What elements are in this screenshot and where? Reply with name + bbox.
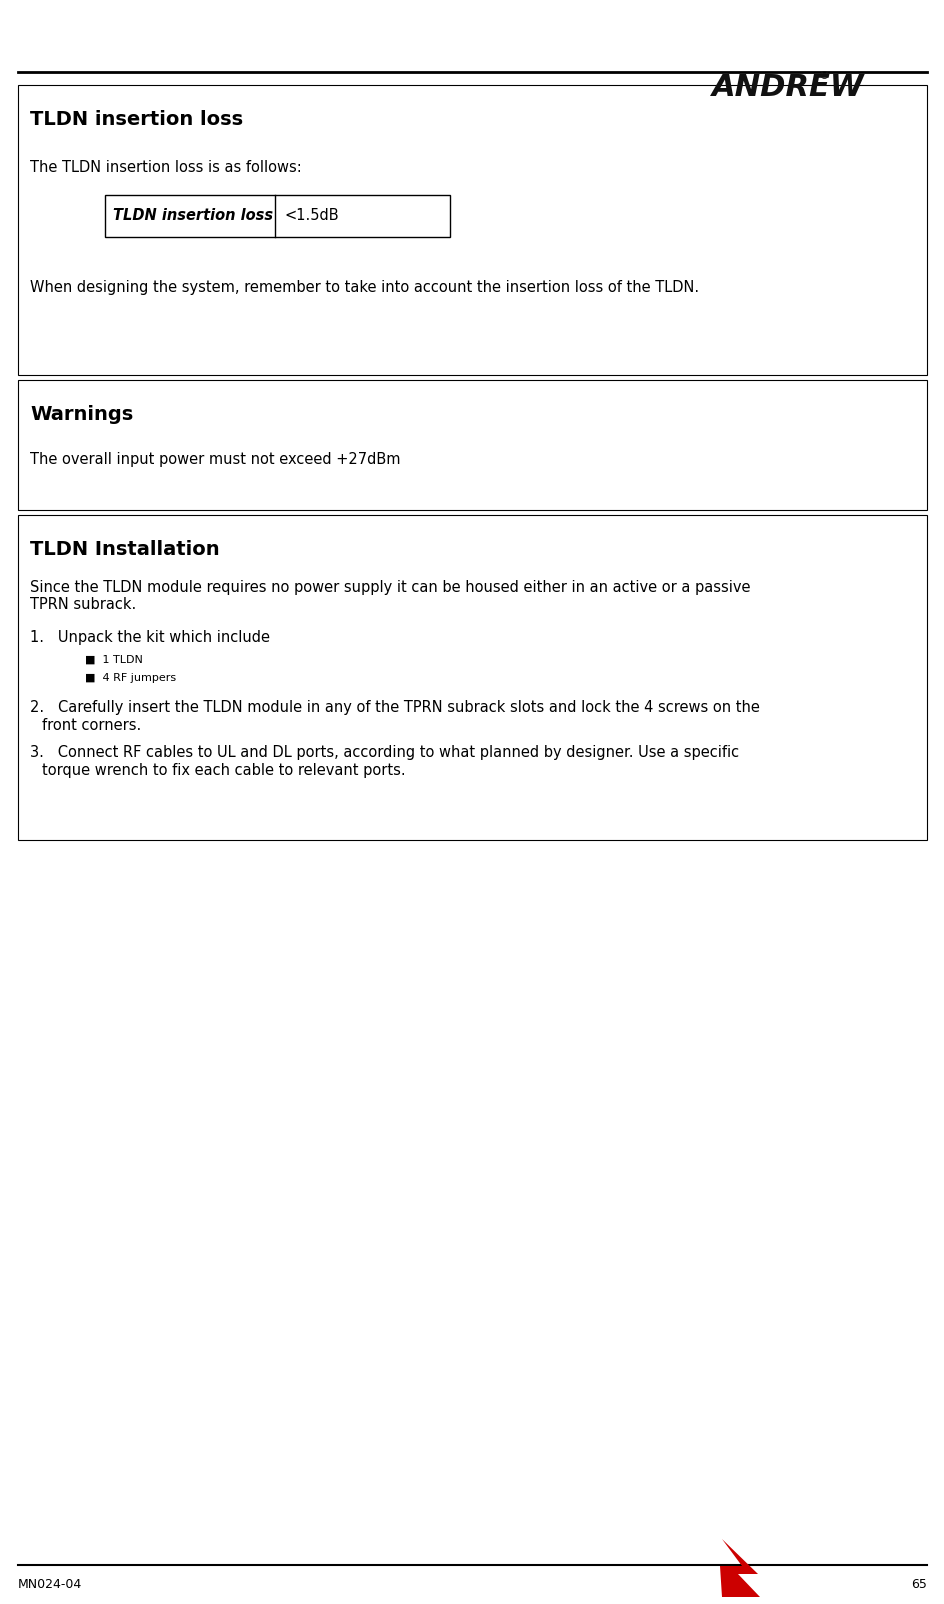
Text: TLDN insertion loss: TLDN insertion loss — [113, 209, 273, 223]
Bar — [18, 380, 926, 510]
Text: TLDN Installation: TLDN Installation — [30, 541, 219, 560]
Text: ■  4 RF jumpers: ■ 4 RF jumpers — [85, 674, 176, 683]
Text: <1.5dB: <1.5dB — [285, 209, 339, 223]
Text: ®: ® — [818, 71, 828, 80]
Text: The overall input power must not exceed +27dBm: The overall input power must not exceed … — [30, 452, 400, 467]
Polygon shape — [719, 1538, 759, 1598]
Text: 3.   Connect RF cables to UL and DL ports, according to what planned by designer: 3. Connect RF cables to UL and DL ports,… — [30, 744, 738, 760]
Text: TLDN insertion loss: TLDN insertion loss — [30, 111, 243, 128]
Text: ■  1 TLDN: ■ 1 TLDN — [85, 654, 143, 666]
Text: front corners.: front corners. — [42, 719, 141, 733]
Bar — [18, 515, 926, 840]
Text: 65: 65 — [910, 1578, 926, 1591]
Text: Since the TLDN module requires no power supply it can be housed either in an act: Since the TLDN module requires no power … — [30, 581, 750, 595]
Text: MN024-04: MN024-04 — [18, 1578, 82, 1591]
Text: Warnings: Warnings — [30, 404, 133, 423]
Text: TPRN subrack.: TPRN subrack. — [30, 597, 136, 613]
Bar — [105, 196, 449, 237]
Text: ANDREW: ANDREW — [711, 74, 864, 103]
Bar — [18, 85, 926, 375]
Text: torque wrench to fix each cable to relevant ports.: torque wrench to fix each cable to relev… — [42, 764, 405, 778]
Text: 2.   Carefully insert the TLDN module in any of the TPRN subrack slots and lock : 2. Carefully insert the TLDN module in a… — [30, 699, 759, 715]
Text: The TLDN insertion loss is as follows:: The TLDN insertion loss is as follows: — [30, 160, 301, 175]
Text: When designing the system, remember to take into account the insertion loss of t: When designing the system, remember to t… — [30, 281, 699, 295]
Text: 1.   Unpack the kit which include: 1. Unpack the kit which include — [30, 630, 270, 645]
